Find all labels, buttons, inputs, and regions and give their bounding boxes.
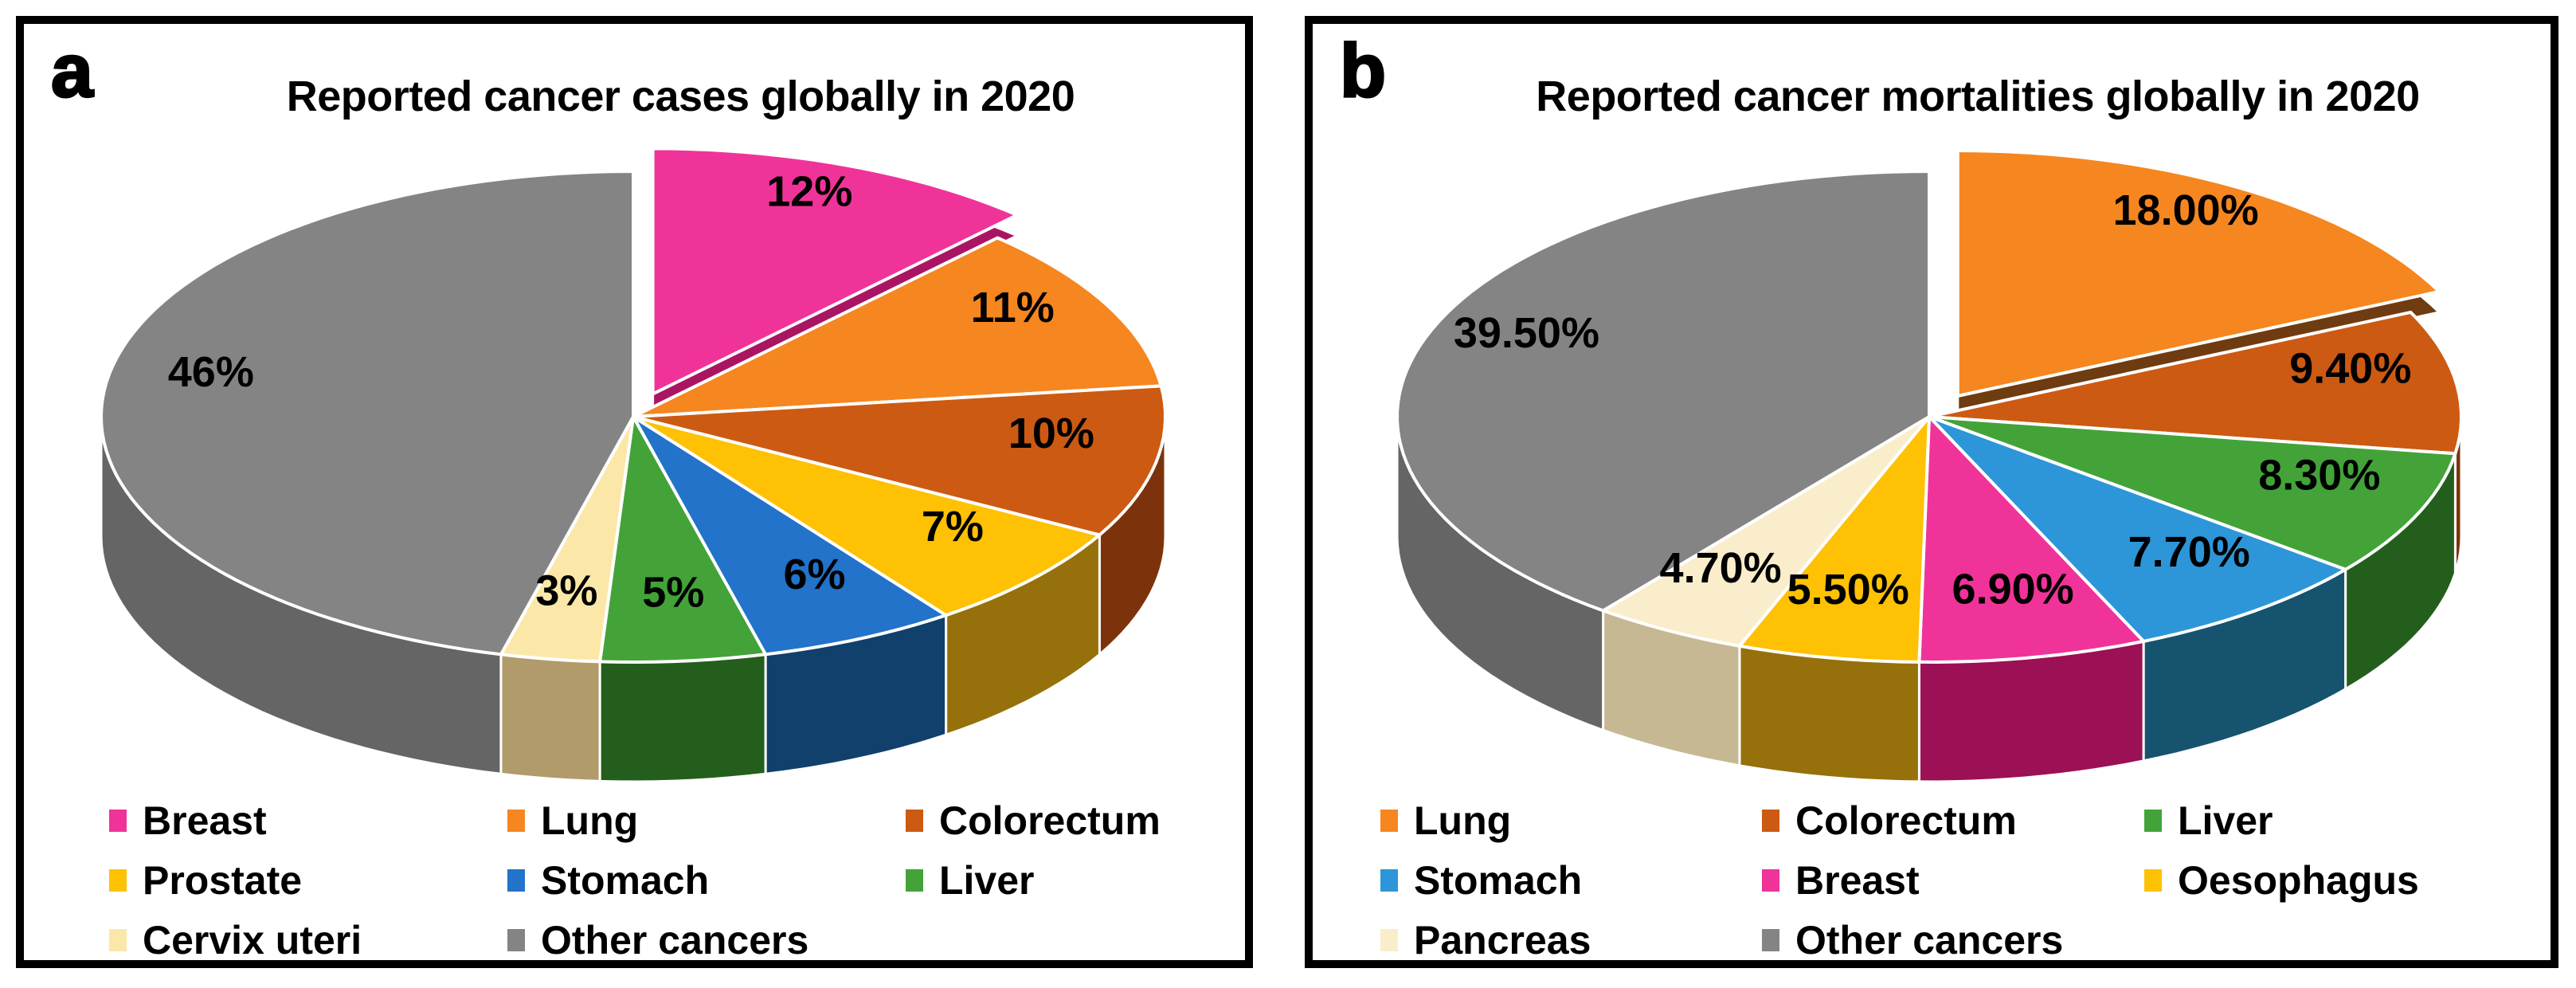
pie-value-label-pancreas: 4.70% xyxy=(1660,544,1782,592)
legend-marker-breast xyxy=(1762,869,1779,892)
legend-item-breast: Breast xyxy=(1762,857,1920,904)
legend-item-liver: Liver xyxy=(906,857,1035,904)
pie-value-label-colorectum: 9.40% xyxy=(2289,345,2411,393)
pie-chart-b: 18.00% 9.40% 8.30%7.70% 6.90% 5.50%4.70% 39.5… xyxy=(1396,149,2463,783)
panel-letter-b: b xyxy=(1338,29,1387,113)
legend-item-other-cancers: Other cancers xyxy=(1762,917,2063,963)
pie-slice-colorectum xyxy=(632,384,1167,537)
legend-marker-lung xyxy=(507,810,525,832)
legend-label-breast: Breast xyxy=(1795,858,1920,903)
legend-item-colorectum: Colorectum xyxy=(1762,798,2017,844)
legend-label-cervix-uteri: Cervix uteri xyxy=(143,918,362,963)
legend-label-prostate: Prostate xyxy=(143,858,303,903)
legend-label-liver: Liver xyxy=(939,858,1035,903)
pie-value-label-other-cancers: 46% xyxy=(168,348,254,396)
pie-slice-liver xyxy=(1928,415,2457,571)
pie-value-label-liver: 8.30% xyxy=(2258,452,2380,500)
pie-value-label-lung: 18.00% xyxy=(2113,186,2259,234)
legend-marker-colorectum xyxy=(1762,810,1779,832)
pie-rim-liver xyxy=(598,653,767,783)
legend-item-liver: Liver xyxy=(2144,798,2273,844)
panel-letter-a: a xyxy=(50,29,95,113)
pie-value-label-breast: 12% xyxy=(766,167,852,215)
legend-label-stomach: Stomach xyxy=(541,858,710,903)
legend-item-prostate: Prostate xyxy=(109,857,302,904)
legend-marker-cervix-uteri xyxy=(109,929,127,951)
pie-value-label-other-cancers: 39.50% xyxy=(1454,309,1599,357)
legend-marker-pancreas xyxy=(1380,929,1398,951)
legend-label-other-cancers: Other cancers xyxy=(541,918,809,963)
pie-value-label-liver: 5% xyxy=(642,568,704,616)
legend-label-liver: Liver xyxy=(2178,798,2273,843)
pie-value-label-breast: 6.90% xyxy=(1952,566,2074,614)
pie-slice-breast xyxy=(651,147,1019,396)
pie-value-label-oesophagus: 5.50% xyxy=(1787,566,1909,614)
legend-marker-liver xyxy=(906,869,923,892)
pie-slice-colorectum xyxy=(1928,310,2463,456)
pie-slice-liver xyxy=(598,415,768,664)
legend-item-stomach: Stomach xyxy=(1380,857,1582,904)
pie-slice-prostate xyxy=(632,415,1102,618)
legend-label-stomach: Stomach xyxy=(1414,858,1583,903)
pie-slice-stomach xyxy=(1928,415,2347,643)
legend-item-oesophagus: Oesophagus xyxy=(2144,857,2419,904)
pie-slice-pancreas xyxy=(1601,415,1931,648)
legend-label-breast: Breast xyxy=(143,798,267,843)
legend-marker-oesophagus xyxy=(2144,869,2162,892)
pie-value-label-cervix-uteri: 3% xyxy=(535,567,597,614)
legend-item-pancreas: Pancreas xyxy=(1380,917,1591,963)
pie-value-label-stomach: 6% xyxy=(783,551,845,598)
legend-label-lung: Lung xyxy=(541,798,639,843)
legend-marker-other-cancers xyxy=(1762,929,1779,951)
panel-a: a Reported cancer cases globally in 2020… xyxy=(16,16,1253,968)
legend-label-other-cancers: Other cancers xyxy=(1795,918,2064,963)
legend-label-colorectum: Colorectum xyxy=(1795,798,2017,843)
legend-item-lung: Lung xyxy=(507,798,638,844)
pie-value-label-stomach: 7.70% xyxy=(2128,528,2250,576)
pie-chart-a: 12% 11% 10% 7% 6% 5% 3% 46% xyxy=(100,147,1167,783)
legend-marker-stomach xyxy=(507,869,525,892)
legend-label-colorectum: Colorectum xyxy=(939,798,1161,843)
legend-marker-other-cancers xyxy=(507,929,525,951)
pie-slice-breast xyxy=(1917,415,2146,664)
pie-slice-lung xyxy=(1955,149,2441,398)
pie-value-label-lung: 11% xyxy=(971,284,1055,331)
pie-value-label-prostate: 7% xyxy=(922,503,984,551)
legend-label-oesophagus: Oesophagus xyxy=(2178,858,2419,903)
legend-label-lung: Lung xyxy=(1414,798,1512,843)
pie-rim-cervix-uteri xyxy=(499,653,601,782)
pie-value-label-colorectum: 10% xyxy=(1008,410,1094,457)
legend-marker-colorectum xyxy=(906,810,923,832)
legend-item-stomach: Stomach xyxy=(507,857,709,904)
legend-item-lung: Lung xyxy=(1380,798,1511,844)
pie-slice-stomach xyxy=(632,415,948,657)
legend-marker-lung xyxy=(1380,810,1398,832)
pie-slice-oesophagus xyxy=(1737,415,1931,664)
pie-slice-other-cancers xyxy=(1396,170,1931,613)
pie-slice-other-cancers xyxy=(100,170,635,657)
legend-item-other-cancers: Other cancers xyxy=(507,917,808,963)
legend-item-colorectum: Colorectum xyxy=(906,798,1161,844)
legend-marker-stomach xyxy=(1380,869,1398,892)
legend-label-pancreas: Pancreas xyxy=(1414,918,1591,963)
legend-marker-breast xyxy=(109,810,127,832)
panel-b: b Reported cancer mortalities globally i… xyxy=(1305,16,2558,968)
legend-marker-prostate xyxy=(109,869,127,892)
pie-rim-oesophagus xyxy=(1738,645,1920,783)
pie-slice-lung xyxy=(632,236,1163,418)
legend-item-breast: Breast xyxy=(109,798,267,844)
chart-title-a: Reported cancer cases globally in 2020 xyxy=(286,73,1075,120)
legend-marker-liver xyxy=(2144,810,2162,832)
chart-title-b: Reported cancer mortalities globally in … xyxy=(1536,73,2420,120)
legend-item-cervix-uteri: Cervix uteri xyxy=(109,917,362,963)
